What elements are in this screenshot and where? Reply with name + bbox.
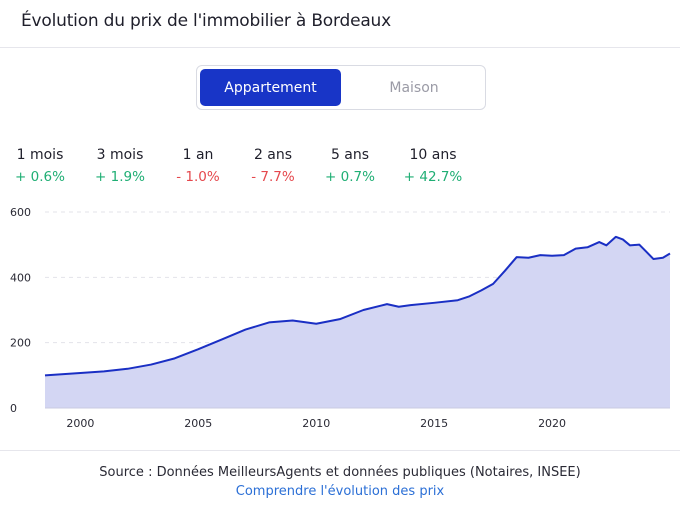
stat-change-value: - 1.0% bbox=[176, 169, 220, 185]
property-type-toggle: Appartement Maison bbox=[196, 65, 486, 110]
stat-1-an: 1 an - 1.0% bbox=[153, 145, 243, 187]
series-area bbox=[45, 236, 670, 408]
stat-change-value: + 0.7% bbox=[325, 169, 375, 185]
source-text: Source : Données MeilleursAgents et donn… bbox=[99, 465, 581, 480]
y-tick-label: 200 bbox=[10, 337, 31, 350]
stat-period-label: 3 mois bbox=[96, 147, 144, 163]
toggle-maison-button[interactable]: Maison bbox=[389, 79, 439, 96]
y-tick-label: 600 bbox=[10, 206, 31, 219]
stat-1-mois: 1 mois + 0.6% bbox=[0, 145, 85, 187]
price-chart: 0 200 400 600 2000 2005 2010 2015 2020 bbox=[10, 206, 671, 430]
stat-period-label: 5 ans bbox=[330, 147, 370, 163]
x-tick-label: 2020 bbox=[538, 417, 566, 430]
stat-period-label: 2 ans bbox=[253, 147, 293, 163]
x-tick-label: 2005 bbox=[184, 417, 212, 430]
evolution-link[interactable]: Comprendre l'évolution des prix bbox=[235, 484, 445, 499]
stat-change-value: + 0.6% bbox=[15, 169, 65, 185]
stat-period-label: 1 mois bbox=[16, 147, 64, 163]
y-tick-label: 400 bbox=[10, 271, 31, 284]
x-tick-label: 2000 bbox=[66, 417, 94, 430]
stat-change-value: - 7.7% bbox=[251, 169, 295, 185]
footer: Source : Données MeilleursAgents et donn… bbox=[0, 450, 680, 507]
x-tick-label: 2015 bbox=[420, 417, 448, 430]
y-tick-label: 0 bbox=[10, 402, 17, 415]
stat-3-mois: 3 mois + 1.9% bbox=[75, 145, 165, 187]
stat-2-ans: 2 ans - 7.7% bbox=[228, 145, 318, 187]
x-tick-label: 2010 bbox=[302, 417, 330, 430]
series-line bbox=[44, 235, 671, 377]
stat-change-value: + 42.7% bbox=[403, 169, 463, 185]
page-title: Évolution du prix de l'immobilier à Bord… bbox=[21, 11, 391, 31]
header: Évolution du prix de l'immobilier à Bord… bbox=[0, 0, 680, 48]
stat-5-ans: 5 ans + 0.7% bbox=[305, 145, 395, 187]
toggle-appartement-button[interactable]: Appartement bbox=[200, 69, 341, 106]
stat-10-ans: 10 ans + 42.7% bbox=[388, 145, 478, 187]
stat-change-value: + 1.9% bbox=[95, 169, 145, 185]
stat-period-label: 10 ans bbox=[409, 147, 457, 163]
stat-period-label: 1 an bbox=[182, 147, 214, 163]
